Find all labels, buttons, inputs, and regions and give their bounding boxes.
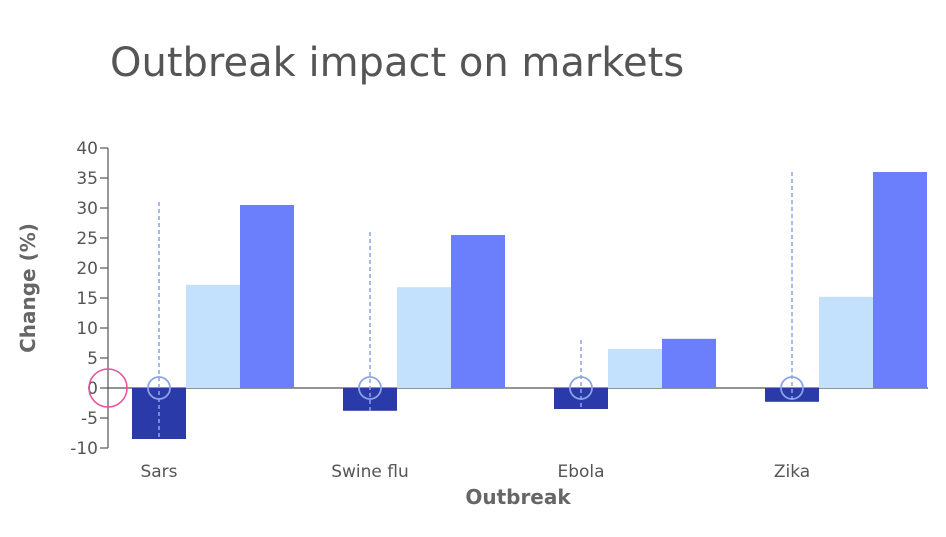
bar: [819, 296, 873, 388]
x-tick-label: Sars: [140, 462, 177, 482]
y-tick-label: 35: [76, 169, 98, 189]
bar: [451, 235, 505, 388]
markers: [88, 172, 804, 439]
bar: [873, 172, 927, 388]
x-axis-title: Outbreak: [465, 485, 571, 509]
bar: [240, 205, 294, 388]
y-tick-label: 25: [76, 229, 98, 249]
bar: [608, 349, 662, 388]
range-marker-circle: [147, 376, 171, 400]
y-tick-label: 5: [87, 349, 98, 369]
bar: [765, 388, 819, 402]
y-tick-label: 15: [76, 289, 98, 309]
y-tick-label: 10: [76, 319, 98, 339]
y-tick-label: 20: [76, 259, 98, 279]
range-marker-circle: [780, 376, 804, 400]
origin-marker-circle: [88, 368, 128, 408]
x-tick-label: Swine flu: [331, 462, 409, 482]
range-marker-circle: [358, 376, 382, 400]
bars: [132, 172, 927, 439]
range-marker-circle: [569, 376, 593, 400]
y-axis-title: Change (%): [16, 223, 40, 353]
y-tick-label: -10: [70, 439, 98, 459]
bar: [662, 338, 716, 388]
x-tick-label: Zika: [774, 462, 810, 482]
x-tick-label: Ebola: [557, 462, 604, 482]
y-tick-label: 30: [76, 199, 98, 219]
bar: [397, 287, 451, 388]
axes: -10 -5 0 5 10 15 20 25 30 35 40: [70, 139, 928, 459]
y-tick-label: 40: [76, 139, 98, 159]
chart-title: Outbreak impact on markets: [110, 40, 685, 86]
y-tick-label: 0: [87, 379, 98, 399]
y-tick-label: -5: [81, 409, 98, 429]
labels: Sars Swine flu Ebola Zika Outbreak Change (%): [16, 223, 810, 509]
bar: [186, 284, 240, 388]
